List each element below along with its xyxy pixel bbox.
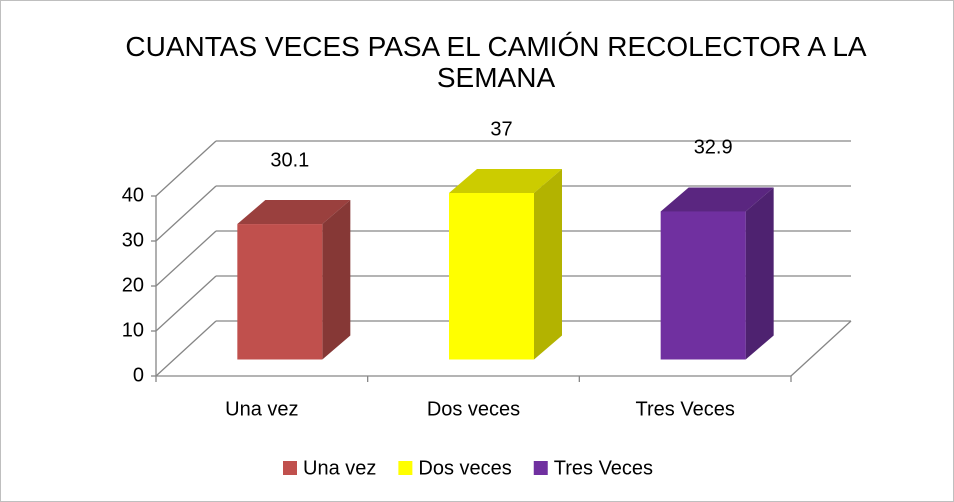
x-tick-label: Dos veces [427,398,520,420]
bar-side [745,187,774,360]
grid-line [155,320,217,377]
data-label: 32.9 [694,137,733,159]
bar [660,211,746,360]
legend-swatch [533,461,548,475]
bar-side [534,169,562,360]
legend-swatch [398,461,413,475]
data-label: 37 [490,118,512,140]
data-label: 30.1 [270,149,309,171]
legend-label: Una vez [303,457,376,479]
bar-top [660,187,774,212]
y-tick-label: 0 [133,364,144,386]
bar-top [449,169,562,193]
bar-side [322,200,351,360]
floor-edge [790,320,852,377]
grid-line [155,185,217,242]
y-tick-label: 40 [122,184,144,206]
grid-line [155,230,217,287]
chart-title: CUANTAS VECES PASA EL CAMIÓN RECOLECTOR … [125,31,867,93]
bar [449,193,534,360]
y-tick-label: 20 [122,274,144,296]
x-tick-label: Tres Veces [636,398,735,420]
legend-label: Dos veces [418,457,511,479]
y-tick-label: 10 [122,319,144,341]
x-tick-label: Una vez [225,398,298,420]
y-tick-label: 30 [122,229,144,251]
bar [237,224,323,360]
bar-top [237,200,351,225]
grid-line [155,275,217,332]
legend-label: Tres Veces [554,457,653,479]
grid-line [155,140,217,197]
legend-swatch [283,461,297,475]
